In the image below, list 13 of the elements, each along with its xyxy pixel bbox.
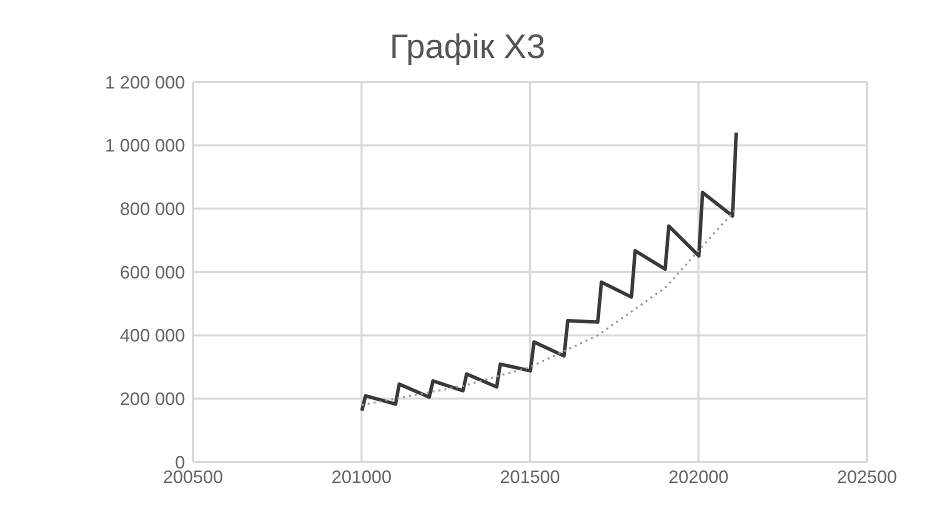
x-tick-label: 201000 xyxy=(331,466,392,487)
line-series xyxy=(360,208,738,406)
x-tick-label: 201500 xyxy=(500,466,560,487)
y-tick-label: 1 000 000 xyxy=(104,136,185,156)
y-tick-label: 600 000 xyxy=(120,262,185,282)
y-tick-label: 1 200 000 xyxy=(104,72,185,92)
line-series xyxy=(360,130,738,412)
x-tick-label: 202000 xyxy=(668,466,729,487)
y-tick-label: 800 000 xyxy=(120,199,185,220)
y-tick-label: 400 000 xyxy=(120,326,185,346)
y-tick-label: 200 000 xyxy=(120,389,185,410)
x-tick-label: 202500 xyxy=(836,466,898,487)
chart-title: Графік Х3 xyxy=(388,28,546,68)
